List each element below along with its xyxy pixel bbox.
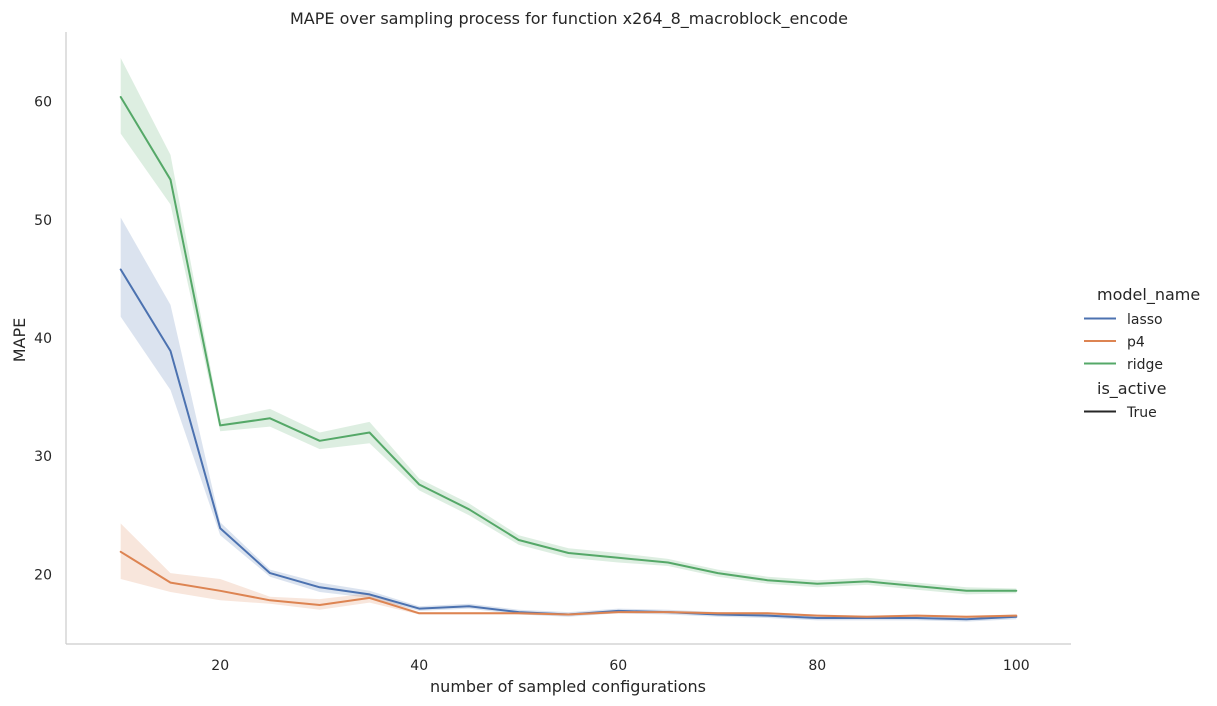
y-tick-label-40: 40 <box>34 331 52 347</box>
series-lines <box>119 96 1018 621</box>
legend: model_name lasso p4 ridge is_active True <box>1084 285 1200 421</box>
x-tick-label-20: 20 <box>211 658 229 674</box>
line-p4 <box>119 550 1018 618</box>
legend-label-style-True: True <box>1126 405 1157 421</box>
y-tick-label-30: 30 <box>34 449 52 465</box>
y-tick-labels: 20 30 40 50 60 <box>34 95 52 584</box>
legend-label-p4: p4 <box>1127 335 1145 351</box>
legend-label-lasso: lasso <box>1127 312 1163 328</box>
legend-style-entries: True <box>1084 405 1157 421</box>
x-tick-label-100: 100 <box>1003 658 1030 674</box>
x-tick-labels: 20 40 60 80 100 <box>211 658 1029 674</box>
confidence-bands <box>120 58 1017 622</box>
line-lasso <box>119 268 1018 621</box>
x-tick-label-40: 40 <box>410 658 428 674</box>
line-ridge <box>119 96 1018 592</box>
legend-label-ridge: ridge <box>1127 357 1163 373</box>
y-axis-title: MAPE <box>10 318 29 363</box>
legend-title-is-active: is_active <box>1097 379 1166 399</box>
x-axis-title: number of sampled configurations <box>430 677 706 696</box>
chart-title: MAPE over sampling process for function … <box>290 9 848 29</box>
legend-title-model-name: model_name <box>1097 285 1200 305</box>
band-p4 <box>120 523 1017 618</box>
y-tick-label-20: 20 <box>34 567 52 583</box>
x-tick-label-60: 60 <box>609 658 627 674</box>
y-tick-label-50: 50 <box>34 213 52 229</box>
y-tick-label-60: 60 <box>34 95 52 111</box>
band-ridge <box>120 58 1017 595</box>
x-tick-label-80: 80 <box>808 658 826 674</box>
legend-entries: lasso p4 ridge <box>1084 312 1163 373</box>
